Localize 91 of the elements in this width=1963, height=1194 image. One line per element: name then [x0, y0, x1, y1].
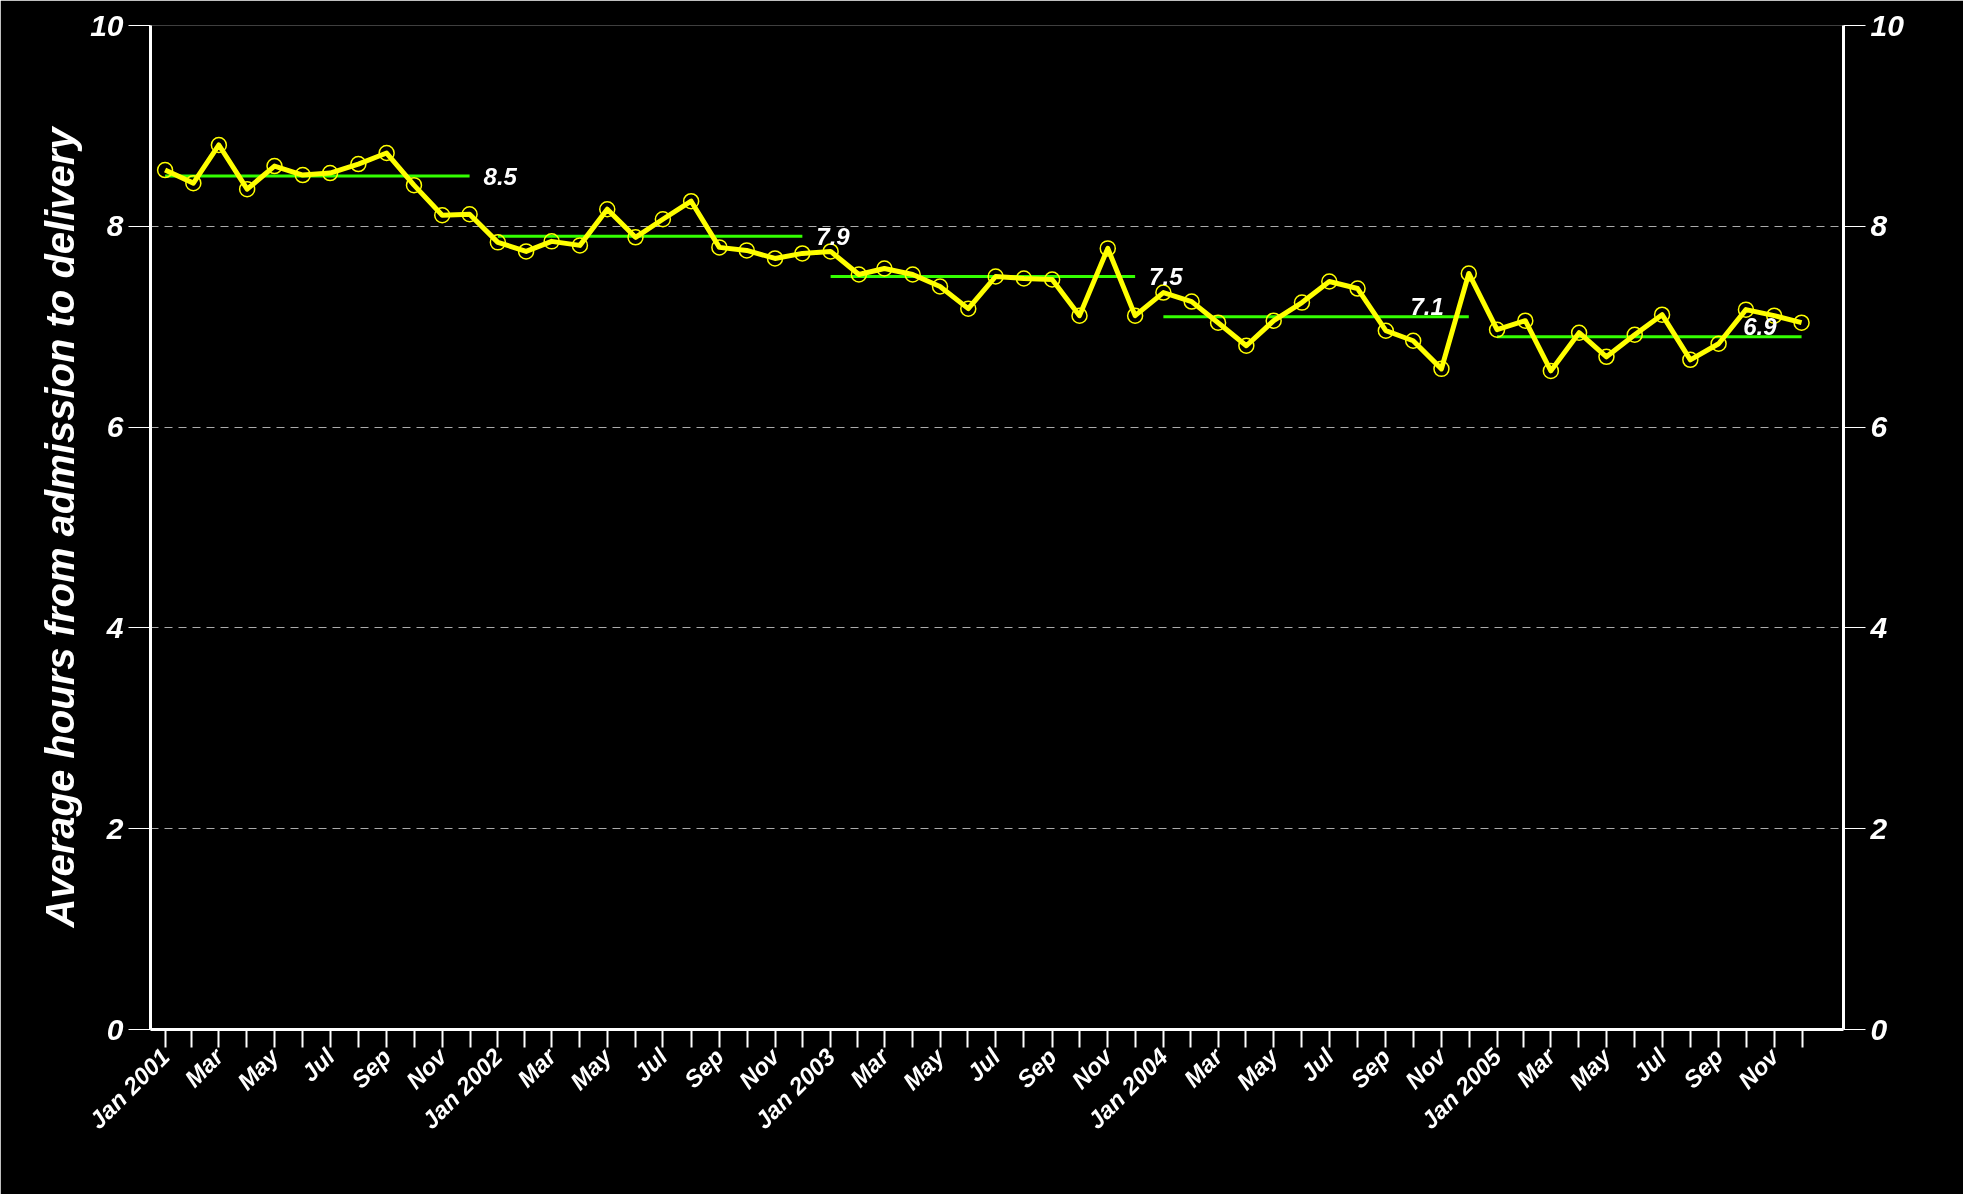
point [1653, 306, 1671, 323]
point [1071, 307, 1088, 324]
y2-tick-label: 10 [1870, 8, 1905, 42]
point [1460, 265, 1478, 282]
y2-tick-label: 8 [1870, 209, 1888, 243]
point [876, 260, 893, 277]
point [294, 166, 311, 184]
point [794, 245, 811, 262]
x-tick-label: Sep [1345, 1042, 1396, 1094]
point [627, 229, 644, 246]
point [517, 243, 535, 260]
point [850, 266, 868, 283]
point [711, 239, 728, 256]
point [1433, 360, 1450, 378]
data-label: 7.5 [1149, 263, 1184, 290]
point [321, 164, 339, 182]
x-tick-label: Jul [961, 1042, 1007, 1087]
y2-tick-label: 0 [1870, 1012, 1888, 1046]
point [1682, 351, 1699, 369]
x-tick-label: Mar [1511, 1041, 1562, 1093]
point [654, 211, 672, 228]
point [543, 233, 560, 250]
point [682, 192, 700, 210]
point [156, 161, 174, 179]
point [210, 136, 228, 154]
point [1183, 293, 1200, 310]
y-tick-label: 0 [106, 1012, 124, 1046]
point [1126, 307, 1144, 324]
x-tick-label: Jul [296, 1042, 341, 1087]
data-label: 7.1 [1410, 292, 1444, 320]
point [1710, 335, 1727, 352]
point [266, 157, 283, 175]
point [1265, 312, 1282, 329]
point [1570, 324, 1588, 341]
point [1793, 314, 1810, 331]
y-tick-label: 2 [105, 811, 124, 845]
x-tick-label: Jul [628, 1042, 674, 1087]
point [350, 155, 367, 173]
point [185, 174, 202, 192]
x-tick-label: Sep [678, 1042, 729, 1094]
point [571, 237, 589, 254]
y-tick-label: 8 [106, 209, 124, 243]
y2-tick-label: 2 [1869, 811, 1888, 845]
point [1349, 280, 1366, 297]
x-tick-label: Mar [511, 1041, 563, 1093]
data-label: 6.9 [1743, 312, 1778, 340]
point [378, 144, 395, 162]
x-tick-label: Sep [1011, 1042, 1062, 1094]
y-tick-label: 10 [90, 8, 124, 42]
point [1238, 337, 1255, 355]
point [1598, 348, 1615, 366]
y-axis-title: Average hours from admission to delivery [38, 125, 83, 929]
point [1209, 314, 1227, 331]
x-tick-label: Sep [1677, 1042, 1729, 1094]
point [931, 278, 949, 295]
point [489, 234, 507, 251]
point [1737, 301, 1755, 318]
x-tick-label: Mar [844, 1041, 896, 1093]
point [1015, 270, 1033, 287]
point [987, 268, 1004, 285]
point [599, 201, 616, 218]
point [461, 206, 478, 223]
x-tick-label: Jul [1628, 1042, 1673, 1087]
point [1099, 240, 1117, 257]
x-tick-label: Sep [345, 1042, 397, 1094]
x-tick-label: Mar [1178, 1041, 1229, 1093]
point [1517, 312, 1534, 329]
point [1488, 321, 1506, 338]
point [1377, 322, 1395, 339]
y-tick-label: 4 [105, 610, 124, 644]
data-label: 7.9 [816, 222, 851, 250]
point [960, 300, 977, 317]
y-tick-label: 6 [106, 410, 124, 444]
point [433, 207, 451, 224]
point [766, 250, 784, 267]
x-tick-label: Mar [179, 1041, 230, 1093]
point [1542, 362, 1560, 380]
y2-tick-label: 4 [1869, 610, 1888, 644]
data-label: 8.5 [483, 162, 518, 190]
point [1321, 273, 1338, 290]
y2-tick-label: 6 [1870, 410, 1888, 444]
point [1626, 326, 1643, 343]
point [1043, 271, 1061, 288]
point [904, 266, 921, 283]
x-tick-label: Jul [1295, 1042, 1340, 1087]
point [1155, 284, 1172, 301]
point [405, 176, 423, 194]
point [738, 242, 755, 259]
point [238, 180, 256, 198]
point [1293, 294, 1311, 311]
point [1404, 332, 1422, 349]
